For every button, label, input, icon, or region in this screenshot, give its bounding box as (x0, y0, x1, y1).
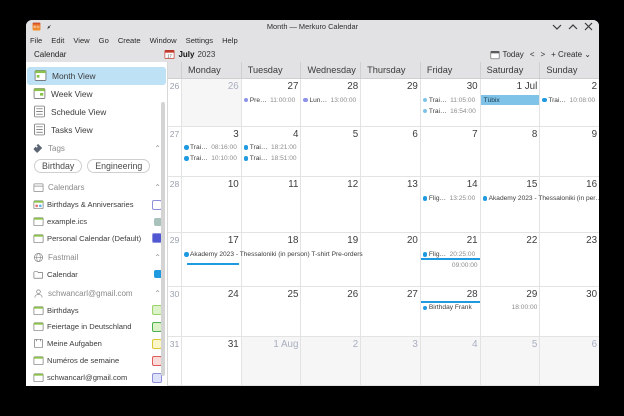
svg-text:17: 17 (168, 53, 173, 58)
